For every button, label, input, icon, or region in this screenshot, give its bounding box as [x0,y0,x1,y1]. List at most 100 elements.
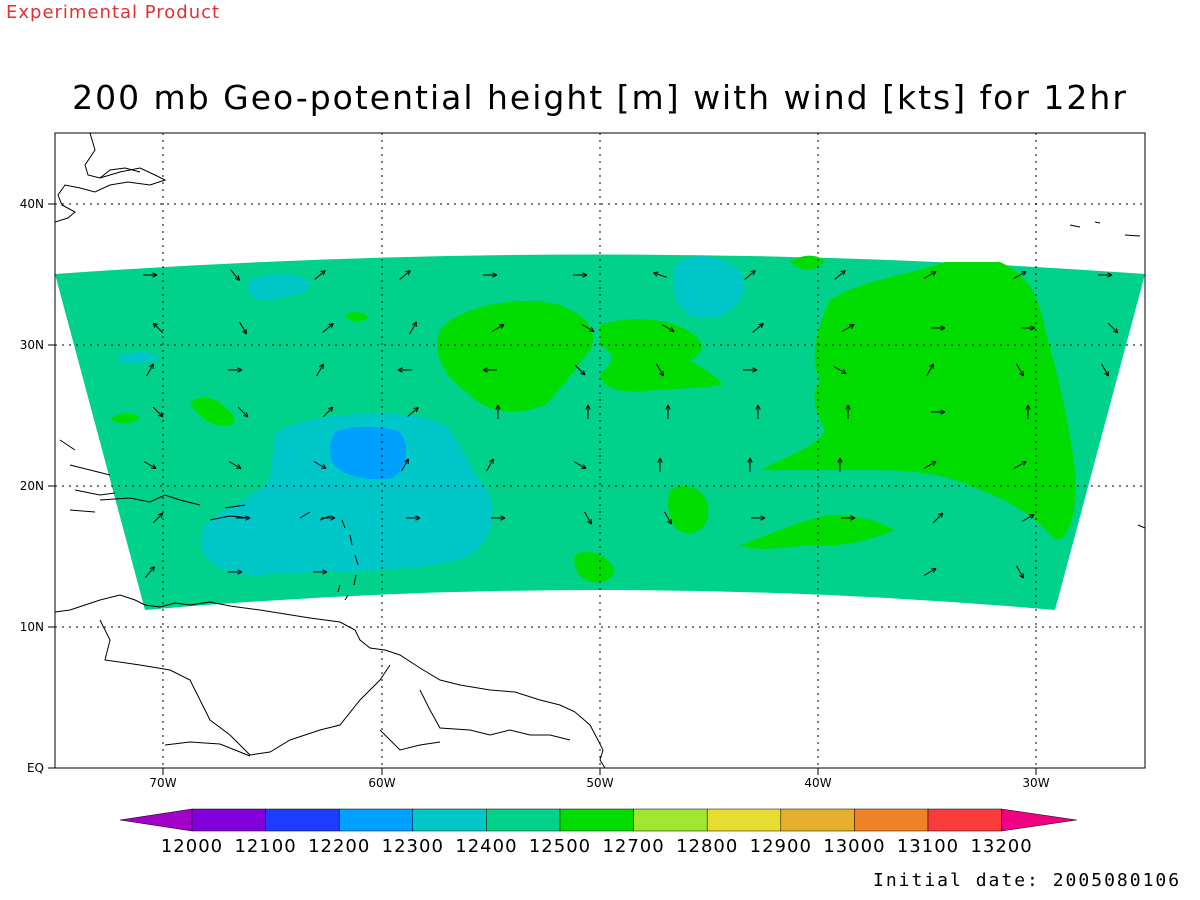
contour-12500-region [740,515,895,549]
coastline-south-america [55,594,606,768]
lon-label-30w: 30W [1022,776,1049,790]
wind-arrow [932,512,944,524]
wind-arrow [1016,363,1024,377]
lon-label-50w: 50W [586,776,613,790]
wind-arrow [145,566,155,578]
wind-arrow [407,407,419,417]
initial-date: Initial date: 2005080106 [873,870,1182,891]
colorbar-swatch [191,808,266,832]
wind-arrow [931,325,946,331]
wind-arrow [491,515,506,521]
contour-12500-region [574,552,615,583]
wind-arrow [1016,565,1024,579]
colorbar-label: 12500 [529,836,591,857]
wind-arrow [321,515,336,521]
wind-arrow [751,515,766,521]
wind-arrow [923,271,937,279]
wind-arrow [1021,514,1035,522]
colorbar-swatch [854,808,929,832]
wind-arrow [653,271,667,278]
contour-12400-region [200,413,493,575]
wind-arrow [399,270,411,280]
wind-arrow [834,270,846,280]
colorbar-label: 12400 [455,836,517,857]
wind-arrow [665,404,671,419]
contour-12300-region [329,426,407,480]
wind-arrow [483,272,498,278]
wind-arrow [143,461,157,469]
wind-arrow [1025,404,1031,419]
colorbar-swatch [633,808,708,832]
wind-arrow [923,461,937,469]
wind-arrow [747,457,753,472]
wind-arrow [931,409,946,415]
contour-12400-region [120,352,160,365]
wind-arrow [661,324,675,332]
wind-arrow [664,511,672,525]
colorbar: 12000 12100 12200 12300 12400 12500 12700 12800… [119,808,1077,857]
colorbar-label: 12700 [602,836,664,857]
colorbar-swatch [559,808,634,832]
lon-label-70w: 70W [149,776,176,790]
wind-arrow [743,367,758,373]
wind-arrow [228,367,243,373]
wind-vectors [143,269,1119,579]
wind-arrow [401,458,409,472]
wind-arrow [316,363,324,377]
wind-arrow [1013,461,1027,469]
coastline-new-england [99,167,141,179]
colorbar-label: 13000 [823,836,885,857]
lon-label-60w: 60W [368,776,395,790]
wind-arrow [236,515,251,521]
wind-arrow [495,404,501,419]
wind-arrow [573,461,587,469]
wind-arrow [237,406,249,418]
coastline-inland-border [99,619,391,756]
colorbar-label: 12000 [161,836,223,857]
wind-arrow [923,568,937,576]
wind-arrow [574,364,586,376]
colorbar-swatch [338,808,414,832]
wind-arrow [322,406,334,418]
contour-12400-region [248,274,311,300]
colorbar-max-triangle [1001,808,1077,832]
wind-arrow [143,272,158,278]
experimental-product-label: Experimental Product [6,2,221,23]
contour-12500-region [790,255,825,270]
wind-arrow [841,324,855,332]
lat-label-10n: 10N [20,620,44,634]
wind-arrow [837,457,843,472]
wind-arrow [1013,271,1027,279]
wind-arrow [228,569,243,575]
contour-12500-region [110,413,140,424]
coastline-lesser-antilles [337,519,359,601]
colorbar-swatch [265,808,340,832]
lon-label-40w: 40W [804,776,831,790]
wind-arrow [486,458,494,472]
contour-12500-region [190,397,235,427]
wind-arrow [926,363,934,377]
wind-arrow [833,366,847,374]
wind-arrow [322,323,334,333]
wind-arrow [1107,322,1119,334]
colorbar-label: 12300 [382,836,444,857]
colorbar-min-triangle [119,808,193,832]
colorbar-swatch [486,808,561,832]
wind-arrow [573,272,588,278]
wind-arrow [152,406,164,418]
contour-12500-region [760,262,1076,540]
lat-label-40n: 40N [20,197,44,211]
wind-arrow [744,270,756,280]
wind-arrow [1098,272,1113,278]
wind-arrow [313,569,328,575]
contour-12500-region [437,301,594,412]
wind-arrow [314,270,326,280]
wind-arrow [152,512,164,524]
wind-arrow [491,324,505,332]
map-title: 200 mb Geo-potential height [m] with win… [72,78,1128,117]
wind-arrow [755,404,761,419]
wind-arrow [841,515,856,521]
wind-arrow [146,363,154,377]
grid-lines [55,133,1145,768]
